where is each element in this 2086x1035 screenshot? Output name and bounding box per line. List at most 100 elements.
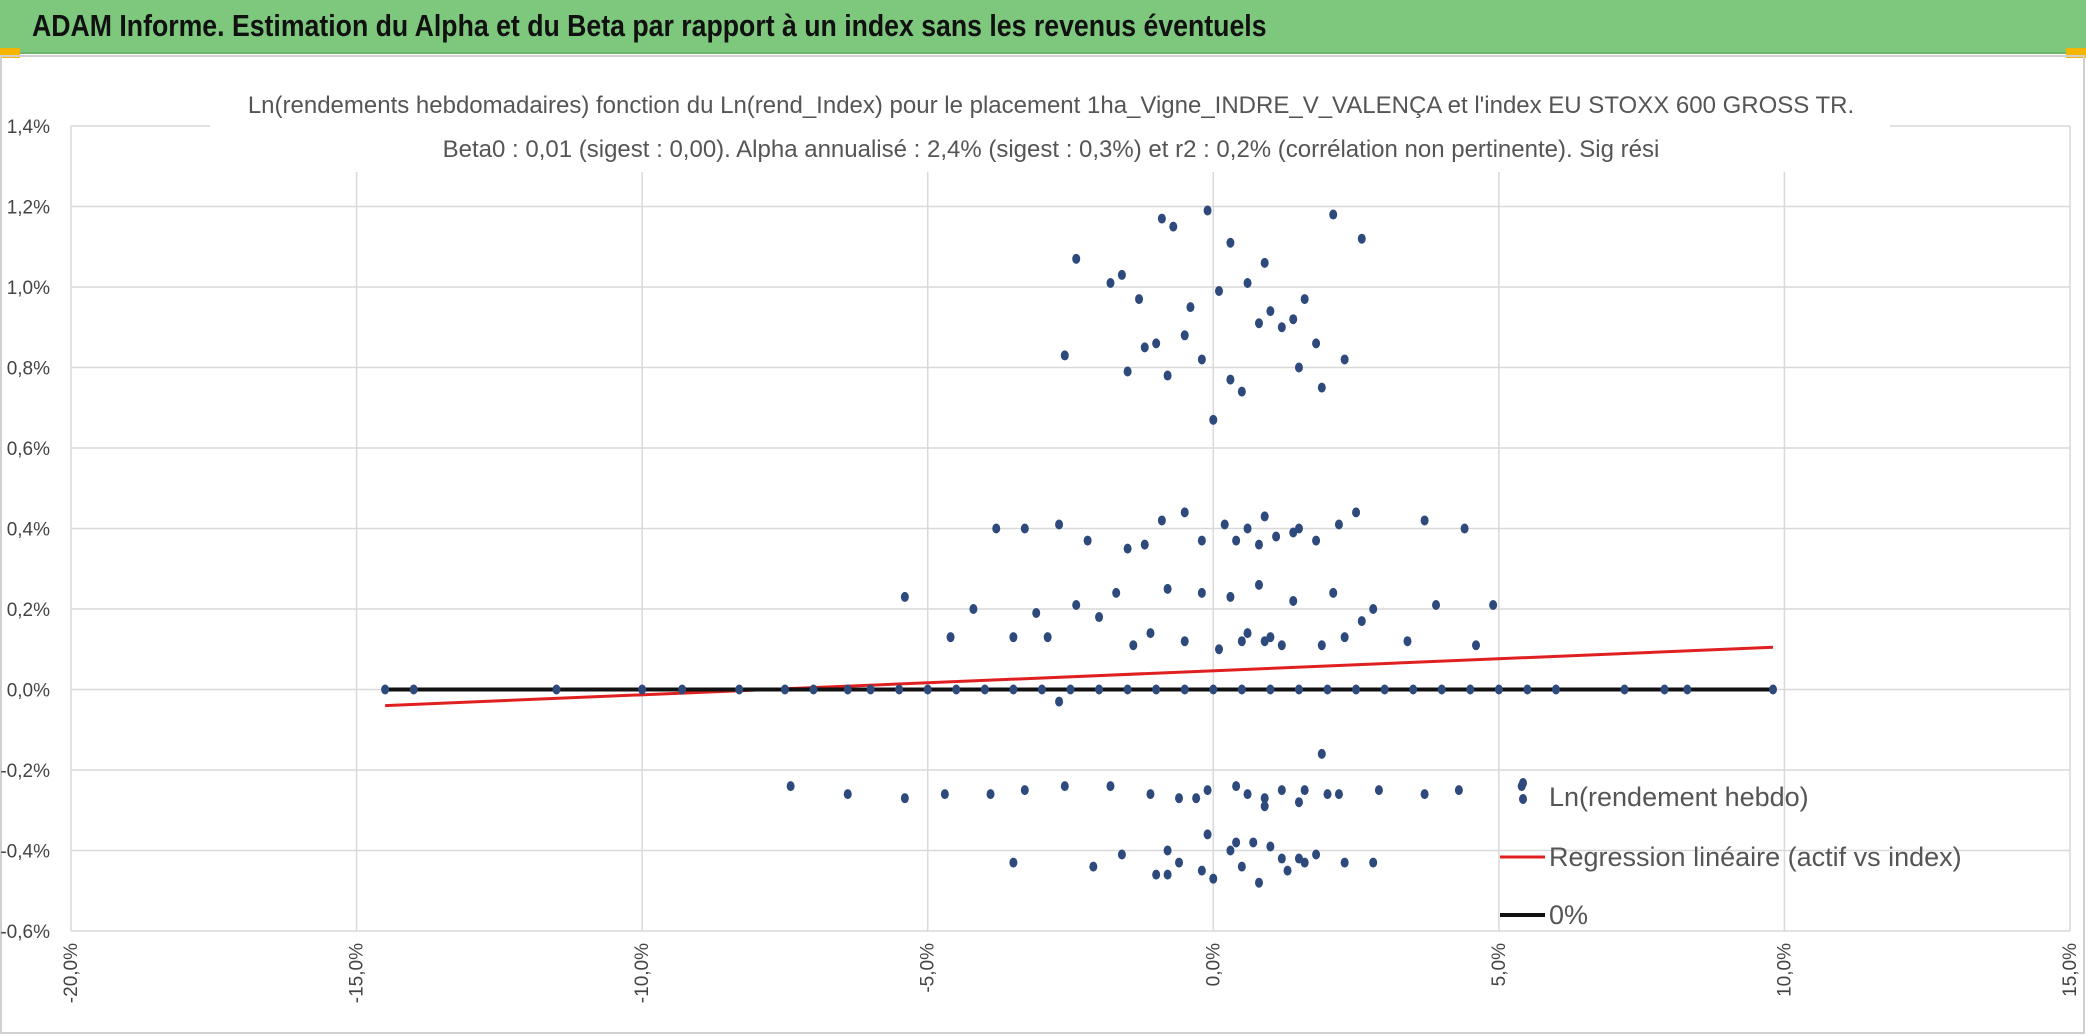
x-tick-label: -10,0% — [632, 943, 653, 1003]
data-point — [1152, 338, 1161, 349]
data-point — [1352, 684, 1361, 695]
data-point — [1106, 277, 1115, 288]
data-point — [1357, 616, 1366, 627]
data-point — [1214, 286, 1223, 297]
y-tick-label: 1,2% — [7, 198, 50, 219]
data-point — [1334, 789, 1343, 800]
data-point — [1277, 785, 1286, 796]
corner-marker-right — [2066, 48, 2086, 58]
data-point — [1129, 640, 1138, 651]
data-point — [1123, 543, 1132, 554]
data-point — [1226, 845, 1235, 856]
data-point — [1209, 873, 1218, 884]
legend-marker — [1519, 778, 1527, 788]
data-point — [1009, 684, 1018, 695]
y-tick-label: 0,0% — [7, 681, 50, 702]
data-point — [1220, 519, 1229, 530]
data-point — [1060, 781, 1069, 792]
chart-title: Ln(rendements hebdomadaires) fonction du… — [248, 92, 1854, 119]
data-point — [1209, 414, 1218, 425]
data-point — [1660, 684, 1669, 695]
axis-layer: -0,6% -0,4% -0,2% 0,0% 0,2% 0,4% 0,6% 0,8% 1,0% 1… — [0, 117, 2081, 1003]
data-point — [1146, 789, 1155, 800]
data-point — [1312, 338, 1321, 349]
legend: Ln(rendement hebdo) Regression linéaire (… — [1500, 778, 1962, 930]
data-point — [638, 684, 647, 695]
y-tick-label: -0,4% — [0, 842, 50, 863]
data-point — [1037, 684, 1046, 695]
data-point — [1294, 797, 1303, 808]
data-point — [1266, 841, 1275, 852]
data-point — [1523, 684, 1532, 695]
data-point — [1466, 684, 1475, 695]
data-point — [1203, 205, 1212, 216]
data-point — [1152, 684, 1161, 695]
data-point — [1312, 535, 1321, 546]
data-point — [952, 684, 961, 695]
corner-marker-left — [0, 48, 20, 58]
data-point — [1157, 515, 1166, 526]
data-point — [1237, 636, 1246, 647]
data-point — [786, 781, 795, 792]
data-point — [1420, 515, 1429, 526]
data-point — [409, 684, 418, 695]
data-point — [1300, 785, 1309, 796]
data-point — [1009, 857, 1018, 868]
chart-border — [0, 55, 2085, 1034]
data-point — [1083, 535, 1092, 546]
data-point — [1232, 535, 1241, 546]
data-point — [1317, 748, 1326, 759]
data-point — [1163, 370, 1172, 381]
data-point — [1334, 519, 1343, 530]
data-point — [1329, 587, 1338, 598]
data-point — [809, 684, 818, 695]
data-point — [1374, 785, 1383, 796]
data-point — [992, 523, 1001, 534]
x-tick-label: -5,0% — [918, 943, 939, 993]
data-point — [1369, 604, 1378, 614]
report-title: ADAM Informe. Estimation du Alpha et du … — [32, 8, 1267, 43]
data-point — [1323, 789, 1332, 800]
data-point — [1620, 684, 1629, 695]
data-point — [1454, 785, 1463, 796]
legend-marker — [1519, 794, 1527, 804]
y-tick-label: 0,2% — [7, 600, 50, 621]
data-point — [1420, 789, 1429, 800]
data-point — [1272, 531, 1281, 542]
data-point — [1312, 849, 1321, 860]
data-point — [1769, 684, 1778, 695]
x-tick-label: 10,0% — [1774, 943, 1795, 997]
y-tick-label: 1,0% — [7, 278, 50, 299]
data-point — [1009, 632, 1018, 643]
data-point — [1260, 257, 1269, 268]
data-point — [1020, 785, 1029, 796]
data-point — [946, 632, 955, 643]
data-point — [940, 789, 949, 800]
data-point — [1055, 519, 1064, 530]
data-point — [1060, 350, 1069, 361]
data-point — [1117, 849, 1126, 860]
data-point — [1317, 640, 1326, 651]
data-point — [1243, 628, 1252, 639]
data-point — [900, 793, 909, 804]
data-point — [843, 684, 852, 695]
data-point — [1197, 587, 1206, 598]
data-point — [381, 684, 390, 695]
y-tick-label: -0,2% — [0, 761, 50, 782]
data-point — [1209, 684, 1218, 695]
data-point — [1232, 781, 1241, 792]
data-point — [1254, 318, 1263, 329]
data-point — [1203, 785, 1212, 796]
data-point — [1551, 684, 1560, 695]
report-header: ADAM Informe. Estimation du Alpha et du … — [0, 0, 2086, 54]
data-point — [1323, 684, 1332, 695]
data-point — [1437, 684, 1446, 695]
data-point — [1254, 877, 1263, 888]
data-point — [1237, 684, 1246, 695]
data-point — [1489, 599, 1498, 610]
data-point — [1203, 829, 1212, 840]
y-tick-label: -0,6% — [0, 922, 50, 943]
data-point — [1135, 294, 1144, 305]
data-point — [1175, 793, 1184, 804]
data-point — [1020, 523, 1029, 534]
